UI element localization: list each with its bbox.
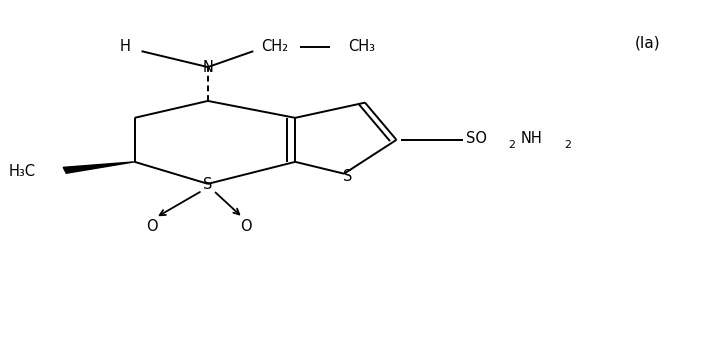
Text: N: N [202, 60, 213, 75]
Text: S: S [203, 178, 212, 192]
Text: 2: 2 [508, 140, 515, 150]
Text: H: H [120, 39, 131, 54]
Text: 2: 2 [564, 140, 571, 150]
Polygon shape [63, 162, 135, 173]
Text: SO: SO [466, 131, 487, 146]
Text: H₃C: H₃C [9, 164, 36, 180]
Text: S: S [343, 169, 352, 184]
Text: (Ia): (Ia) [635, 36, 661, 51]
Text: NH: NH [520, 131, 542, 146]
Text: O: O [241, 219, 252, 234]
Text: CH₃: CH₃ [348, 39, 375, 54]
Text: O: O [146, 219, 158, 234]
Text: CH₂: CH₂ [261, 39, 288, 54]
